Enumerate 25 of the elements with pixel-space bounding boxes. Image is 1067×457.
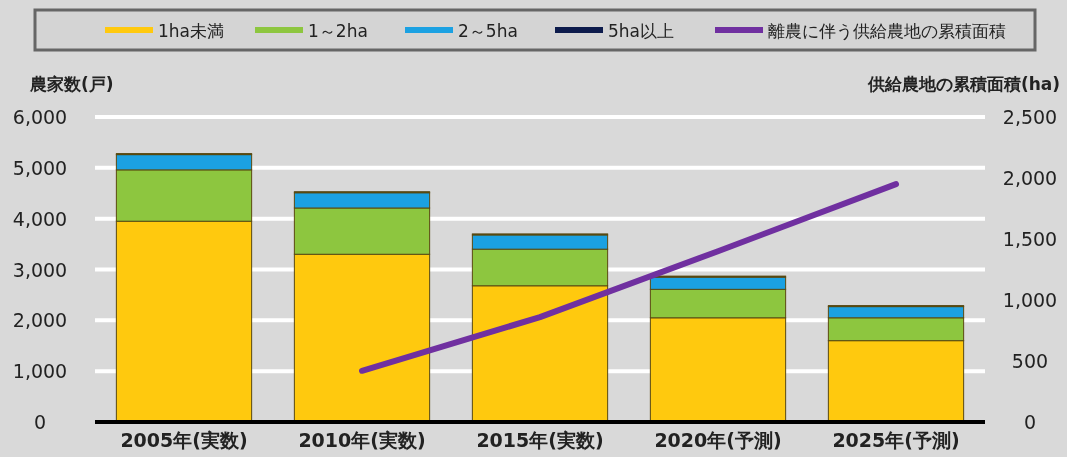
legend-label: 5ha以上 — [608, 21, 675, 41]
legend-label: 離農に伴う供給農地の累積面積 — [768, 21, 1006, 41]
y-tick-label: 6,000 — [12, 106, 68, 128]
y2-tick-label: 0 — [1023, 411, 1037, 433]
y2-tick-label: 2,000 — [1002, 167, 1058, 189]
y-tick-label: 2,000 — [12, 309, 68, 332]
y-tick-label: 0 — [33, 411, 47, 433]
legend-label: 1～2ha — [308, 21, 368, 41]
x-tick-label: 2010年(実数) — [298, 429, 426, 451]
y-axis-title: 農家数(戸) — [29, 74, 114, 94]
y2-axis-title: 供給農地の累積面積(ha) — [866, 74, 1060, 94]
x-tick-label: 2020年(予測) — [654, 429, 782, 451]
x-tick-label: 2005年(実数) — [120, 429, 248, 451]
y2-tick-label: 500 — [1011, 350, 1049, 372]
y2-tick-label: 1,000 — [1002, 289, 1058, 311]
y2-tick-label: 2,500 — [1002, 106, 1058, 128]
x-tick-label: 2025年(予測) — [832, 429, 960, 451]
y-tick-label: 4,000 — [12, 207, 68, 230]
y2-tick-label: 1,500 — [1002, 228, 1058, 250]
y-tick-label: 1,000 — [12, 360, 68, 383]
legend-label: 2～5ha — [458, 21, 518, 41]
x-tick-label: 2015年(実数) — [476, 429, 604, 451]
y-tick-label: 3,000 — [12, 258, 68, 281]
legend-label: 1ha未満 — [158, 21, 225, 41]
y-tick-label: 5,000 — [12, 156, 68, 179]
